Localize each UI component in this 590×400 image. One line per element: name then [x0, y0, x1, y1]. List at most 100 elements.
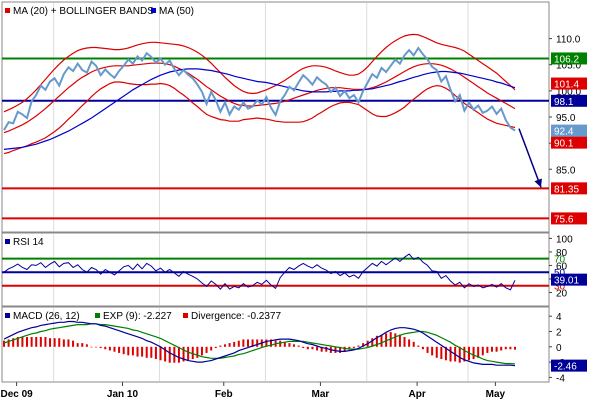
divergence-bar	[205, 346, 208, 353]
divergence-bar	[39, 337, 42, 347]
divergence-bar	[16, 337, 19, 347]
divergence-bar	[246, 339, 249, 347]
divergence-bar	[99, 346, 102, 349]
legend-ma50: MA (50)	[159, 6, 194, 17]
divergence-bar	[440, 346, 443, 360]
rsi-line	[3, 253, 516, 291]
divergence-bar	[196, 346, 199, 358]
price-ytick-label: 110.0	[556, 35, 581, 46]
divergence-bar	[403, 337, 406, 347]
price-ytick-label: 100.0	[556, 87, 581, 98]
divergence-bar	[90, 346, 93, 348]
rsi-ytick-label: 80	[556, 248, 568, 259]
divergence-bar	[408, 339, 411, 347]
divergence-bar	[191, 346, 194, 360]
divergence-bar	[150, 346, 153, 358]
divergence-bar	[35, 337, 38, 347]
divergence-bar	[348, 346, 351, 350]
price-line	[3, 46, 516, 132]
rsi-level-label: 70	[554, 255, 566, 266]
rsi-ytick-label: 20	[556, 288, 568, 299]
divergence-bar	[145, 346, 148, 358]
divergence-bar	[228, 343, 231, 347]
divergence-bar	[431, 346, 434, 356]
legend-exp: EXP (9): -2.227	[103, 311, 172, 322]
divergence-bar	[352, 346, 355, 349]
macd-signal-line	[3, 323, 516, 365]
price-value-tag	[551, 52, 587, 65]
divergence-bar	[398, 334, 401, 347]
price-value-tag-label: 101.4	[554, 80, 579, 91]
x-axis: Dec 09 Jan 10 Feb Mar Apr May	[0, 382, 506, 400]
divergence-bar	[325, 346, 328, 352]
x-tick-label: Feb	[215, 389, 233, 400]
ma50-line	[3, 68, 516, 150]
legend-ma20-bb: MA (20) + BOLLINGER BANDS	[13, 6, 154, 17]
rsi-value-tag	[551, 273, 587, 286]
price-value-tag	[551, 94, 587, 107]
divergence-bar	[394, 333, 397, 347]
divergence-bar	[472, 346, 475, 360]
macd-value-tag	[551, 359, 587, 372]
divergence-bar	[214, 346, 217, 349]
divergence-bar	[256, 339, 259, 347]
price-value-tag	[551, 182, 587, 195]
macd-ytick-label: 4	[556, 312, 562, 323]
divergence-bar	[122, 346, 125, 355]
divergence-bar	[481, 346, 484, 356]
divergence-bar	[108, 346, 111, 351]
rsi-ytick-label: 60	[556, 261, 568, 272]
divergence-bar	[385, 333, 388, 347]
divergence-bar	[177, 346, 180, 363]
divergence-bar	[154, 346, 157, 360]
divergence-bar	[7, 339, 10, 347]
price-value-tag-label: 98.1	[554, 97, 574, 108]
divergence-bar	[316, 346, 319, 351]
divergence-bar	[486, 346, 489, 353]
legend-swatch-rsi	[5, 239, 10, 244]
legend-swatch-exp	[95, 313, 100, 318]
divergence-bar	[514, 346, 516, 350]
divergence-bar	[30, 337, 33, 347]
forecast-arrow-head	[534, 178, 542, 188]
rsi-ytick-label: 100	[556, 234, 573, 245]
divergence-bar	[237, 340, 240, 347]
divergence-bar	[270, 339, 273, 347]
divergence-bar	[200, 346, 203, 356]
rsi-panel-frame	[1, 232, 550, 307]
macd-panel-frame	[1, 306, 550, 383]
divergence-bar	[297, 345, 300, 347]
divergence-bar	[265, 339, 268, 347]
divergence-bar	[306, 346, 309, 350]
x-tick-label: Jan 10	[107, 389, 139, 400]
divergence-bar	[339, 346, 342, 353]
divergence-bar	[127, 346, 130, 356]
divergence-bar	[417, 345, 420, 347]
divergence-bar	[412, 341, 415, 347]
macd-panel: 420-2-4 -2.46 MACD (26, 12) EXP (9): -2.…	[1, 306, 587, 384]
divergence-bar	[444, 346, 447, 361]
divergence-bar	[76, 343, 79, 347]
price-value-tag-label: 75.6	[554, 214, 574, 225]
bollinger-lower-line	[3, 81, 516, 155]
legend-swatch-divergence	[183, 313, 188, 318]
divergence-bar	[12, 338, 15, 347]
divergence-bar	[380, 334, 383, 347]
divergence-bar	[136, 346, 139, 357]
rsi-level-label: 30	[554, 282, 566, 293]
divergence-bar	[293, 344, 296, 347]
macd-ytick-label: 0	[556, 343, 562, 354]
divergence-bar	[334, 346, 337, 353]
divergence-bar	[500, 346, 503, 351]
legend-swatch-macd	[5, 313, 10, 318]
macd-line	[3, 320, 516, 367]
price-ytick-label: 105.0	[556, 61, 581, 72]
x-tick-label: Apr	[408, 389, 425, 400]
divergence-bar	[219, 345, 222, 347]
legend-swatch-ma50	[151, 8, 156, 13]
divergence-bar	[26, 337, 29, 347]
rsi-panel: 10080604020 70503039.01 RSI 14	[1, 232, 587, 307]
divergence-bar	[104, 346, 107, 350]
